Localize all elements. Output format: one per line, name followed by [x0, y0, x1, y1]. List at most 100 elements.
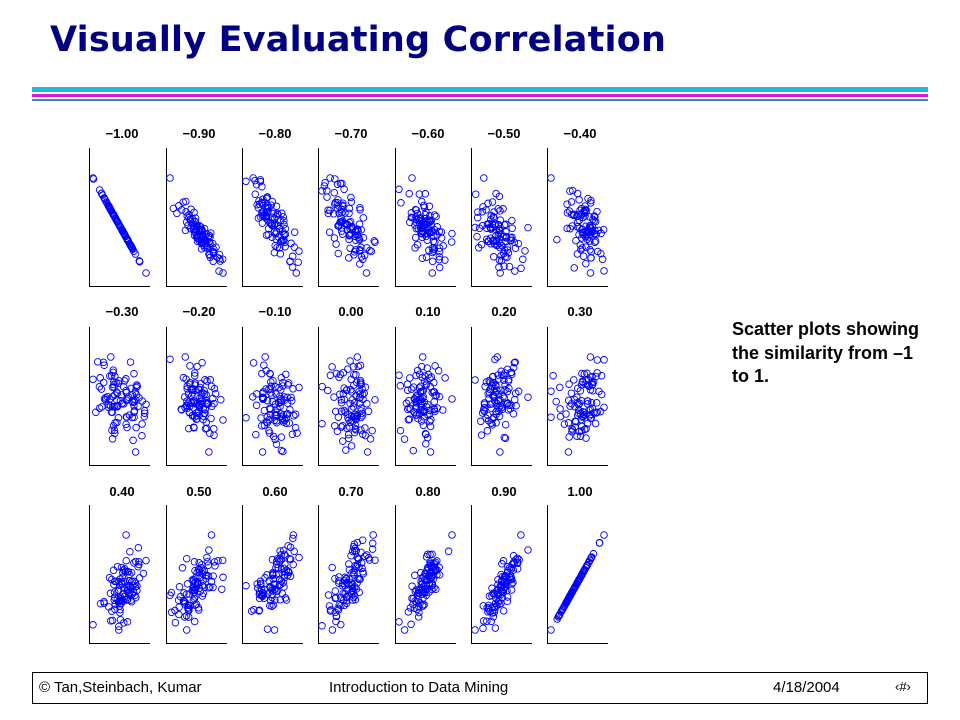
scatter-point	[353, 353, 362, 361]
scatter-point	[279, 546, 288, 555]
scatter-point	[123, 236, 132, 244]
scatter-point	[352, 371, 360, 379]
scatter-point	[280, 217, 288, 225]
scatter-point	[358, 390, 367, 399]
scatter-point	[276, 547, 284, 555]
scatter-point	[342, 597, 351, 605]
scatter-point	[110, 580, 118, 589]
scatter-point	[333, 180, 342, 188]
scatter-point	[500, 376, 508, 384]
scatter-point	[429, 247, 438, 255]
scatter-point	[122, 420, 130, 429]
scatter-point	[126, 240, 134, 249]
scatter-point	[370, 237, 378, 245]
scatter-point	[420, 203, 429, 212]
scatter-point	[488, 421, 496, 429]
scatter-point	[108, 408, 117, 416]
scatter-point	[203, 557, 212, 566]
scatter-point	[497, 252, 505, 260]
scatter-point	[403, 386, 412, 394]
scatter-point	[556, 412, 565, 421]
scatter-point	[563, 209, 572, 217]
scatter-point	[204, 572, 213, 580]
scatter-point	[524, 223, 532, 232]
scatter-point	[140, 409, 149, 417]
scatter-point	[499, 232, 507, 241]
scatter-point	[206, 253, 214, 262]
scatter-point	[351, 246, 360, 254]
scatter-point	[278, 209, 286, 218]
scatter-point	[503, 243, 512, 251]
scatter-point	[368, 545, 377, 553]
scatter-point	[135, 558, 143, 566]
scatter-point	[419, 407, 427, 415]
scatter-point	[589, 378, 598, 386]
scatter-point	[99, 378, 108, 387]
scatter-point	[290, 228, 299, 236]
scatter-point	[190, 424, 198, 432]
scatter-point	[415, 190, 424, 198]
scatter-point	[263, 193, 272, 201]
scatter-point	[268, 555, 277, 564]
scatter-point	[279, 382, 287, 390]
scatter-point	[200, 583, 209, 591]
scatter-point	[104, 201, 112, 210]
scatter-point	[217, 395, 225, 404]
scatter-point	[488, 198, 497, 206]
scatter-point	[351, 592, 359, 600]
scatter-point	[270, 626, 279, 634]
scatter-point	[193, 362, 201, 371]
scatter-point	[242, 414, 250, 422]
scatter-point	[207, 414, 215, 423]
scatter-point	[117, 563, 126, 572]
scatter-point	[110, 596, 119, 605]
scatter-point	[582, 243, 590, 251]
scatter-point	[126, 358, 135, 366]
scatter-point	[218, 585, 226, 593]
scatter-point	[328, 363, 336, 371]
scatter-point	[590, 212, 599, 220]
scatter-point	[395, 371, 403, 379]
scatter-point	[288, 252, 297, 261]
scatter-point	[503, 246, 512, 254]
scatter-point	[330, 234, 339, 242]
scatter-point	[416, 585, 425, 593]
scatter-point	[138, 420, 146, 428]
scatter-point	[517, 264, 525, 273]
scatter-point	[334, 604, 342, 613]
scatter-point	[271, 230, 280, 238]
scatter-point	[182, 590, 191, 598]
scatter-point	[431, 558, 440, 567]
scatter-point	[325, 228, 334, 236]
scatter-point	[198, 592, 207, 600]
scatter-point	[331, 608, 340, 617]
scatter-point	[512, 555, 520, 564]
scatter-point	[292, 269, 301, 277]
scatter-point	[131, 448, 140, 456]
scatter-point	[335, 209, 343, 218]
scatter-point	[202, 390, 210, 399]
scatter-point	[120, 619, 128, 627]
scatter-point	[417, 387, 425, 396]
scatter-point	[347, 198, 356, 206]
scatter-point	[501, 386, 509, 394]
panel-label: −0.90	[182, 126, 216, 141]
scatter-point	[272, 390, 280, 398]
scatter-point	[581, 202, 589, 210]
scatter-point	[191, 217, 199, 226]
scatter-point	[578, 234, 586, 242]
scatter-point	[366, 435, 375, 443]
scatter-point	[339, 199, 347, 207]
scatter-point	[417, 580, 426, 588]
scatter-point	[444, 547, 453, 556]
scatter-point	[553, 235, 561, 244]
scatter-point	[95, 382, 104, 391]
scatter-point	[479, 624, 487, 633]
scatter-point	[127, 568, 136, 577]
scatter-point	[279, 237, 288, 245]
scatter-point	[524, 546, 532, 554]
scatter-point	[586, 246, 594, 254]
scatter-point	[502, 572, 510, 581]
scatter-point	[426, 417, 434, 426]
scatter-point	[347, 551, 355, 560]
